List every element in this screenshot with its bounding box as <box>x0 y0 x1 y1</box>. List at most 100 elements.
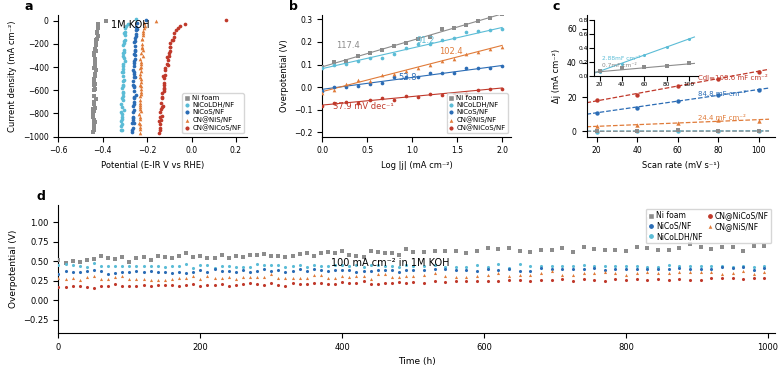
CN@NiS/NF <box>135 50 147 56</box>
Ni foam <box>694 245 707 251</box>
NiCoS/NF <box>351 269 363 275</box>
CN@NiS/NF <box>135 108 147 114</box>
Ni foam <box>89 81 101 87</box>
CN@NiS/NF <box>136 45 149 50</box>
NiCoS/NF <box>449 267 462 273</box>
NiCoS/NF <box>128 101 140 107</box>
CN@NiS/NF <box>88 273 100 279</box>
CN@NiCoS/NF <box>220 17 232 23</box>
CN@NiS/NF <box>136 41 148 47</box>
CN@NiS/NF <box>136 33 149 39</box>
Point <box>424 91 436 97</box>
Point <box>400 94 413 99</box>
NiCoS/NF <box>128 51 140 57</box>
Point <box>316 65 329 71</box>
CN@NiCoS/NF <box>157 82 170 88</box>
Ni foam <box>88 52 100 58</box>
NiCoLDH/NF <box>159 264 171 270</box>
NiCoS/NF <box>129 47 142 53</box>
CN@NiS/NF <box>139 23 151 29</box>
Ni foam <box>88 87 100 93</box>
NiCoLDH/NF <box>173 263 185 269</box>
Ni foam <box>130 255 143 261</box>
CN@NiCoS/NF <box>156 94 168 99</box>
X-axis label: Time (h): Time (h) <box>398 357 435 366</box>
CN@NiCoS/NF <box>174 23 186 29</box>
CN@NiS/NF <box>351 273 363 279</box>
NiCoLDH/NF <box>152 263 164 269</box>
Point <box>364 50 376 56</box>
CN@NiCoS/NF <box>157 73 170 79</box>
Ni foam <box>109 256 122 262</box>
Point <box>496 63 509 69</box>
Ni foam <box>90 37 102 43</box>
CN@NiS/NF <box>130 276 143 282</box>
Point <box>671 83 684 89</box>
CN@NiCoS/NF <box>157 85 170 91</box>
NiCoLDH/NF <box>115 122 128 128</box>
Ni foam <box>90 96 102 102</box>
Ni foam <box>88 121 100 127</box>
CN@NiCoS/NF <box>534 277 547 283</box>
NiCoLDH/NF <box>460 264 473 270</box>
NiCoS/NF <box>230 269 242 275</box>
Point <box>328 62 340 68</box>
CN@NiS/NF <box>109 274 122 280</box>
Point <box>460 65 472 71</box>
Point <box>388 71 400 77</box>
Text: 52.8: 52.8 <box>399 73 418 82</box>
NiCoS/NF <box>131 20 143 26</box>
CN@NiCoS/NF <box>230 282 242 288</box>
CN@NiS/NF <box>652 270 664 276</box>
CN@NiCoS/NF <box>272 282 284 288</box>
Point <box>484 27 496 33</box>
CN@NiCoS/NF <box>662 278 675 283</box>
CN@NiS/NF <box>379 271 391 277</box>
NiCoS/NF <box>336 267 348 273</box>
Point <box>364 55 376 61</box>
CN@NiS/NF <box>102 276 115 282</box>
Ni foam <box>66 258 79 264</box>
NiCoLDH/NF <box>118 77 131 83</box>
CN@NiCoS/NF <box>329 281 341 287</box>
NiCoS/NF <box>126 109 139 115</box>
CN@NiCoS/NF <box>160 54 173 60</box>
CN@NiCoS/NF <box>109 282 122 288</box>
Point <box>590 110 603 116</box>
Point <box>484 15 496 21</box>
NiCoS/NF <box>127 117 139 123</box>
CN@NiCoS/NF <box>153 121 166 127</box>
NiCoS/NF <box>684 267 696 273</box>
NiCoS/NF <box>128 62 140 68</box>
NiCoLDH/NF <box>118 37 131 43</box>
NiCoS/NF <box>716 264 728 270</box>
CN@NiS/NF <box>138 20 150 26</box>
CN@NiCoS/NF <box>155 117 167 123</box>
Point <box>424 41 436 47</box>
NiCoS/NF <box>127 114 139 120</box>
CN@NiS/NF <box>502 273 515 279</box>
Ni foam <box>251 252 263 258</box>
Point <box>712 128 724 134</box>
NiCoLDH/NF <box>115 110 128 116</box>
Point <box>316 103 329 109</box>
Ni foam <box>152 253 164 259</box>
Point <box>400 74 413 80</box>
X-axis label: Log |j| (mA cm⁻²): Log |j| (mA cm⁻²) <box>381 161 453 170</box>
CN@NiS/NF <box>135 89 147 95</box>
CN@NiS/NF <box>524 272 537 278</box>
CN@NiS/NF <box>133 120 146 126</box>
CN@NiS/NF <box>52 275 65 281</box>
CN@NiCoS/NF <box>152 282 164 288</box>
Point <box>424 70 436 76</box>
Ni foam <box>73 260 86 266</box>
NiCoS/NF <box>129 43 141 49</box>
NiCoLDH/NF <box>187 266 199 272</box>
Ni foam <box>137 254 150 260</box>
Ni foam <box>59 260 72 266</box>
NiCoS/NF <box>129 52 141 58</box>
NiCoLDH/NF <box>166 263 178 269</box>
CN@NiS/NF <box>244 274 256 280</box>
CN@NiCoS/NF <box>726 275 738 281</box>
Ni foam <box>95 253 108 259</box>
